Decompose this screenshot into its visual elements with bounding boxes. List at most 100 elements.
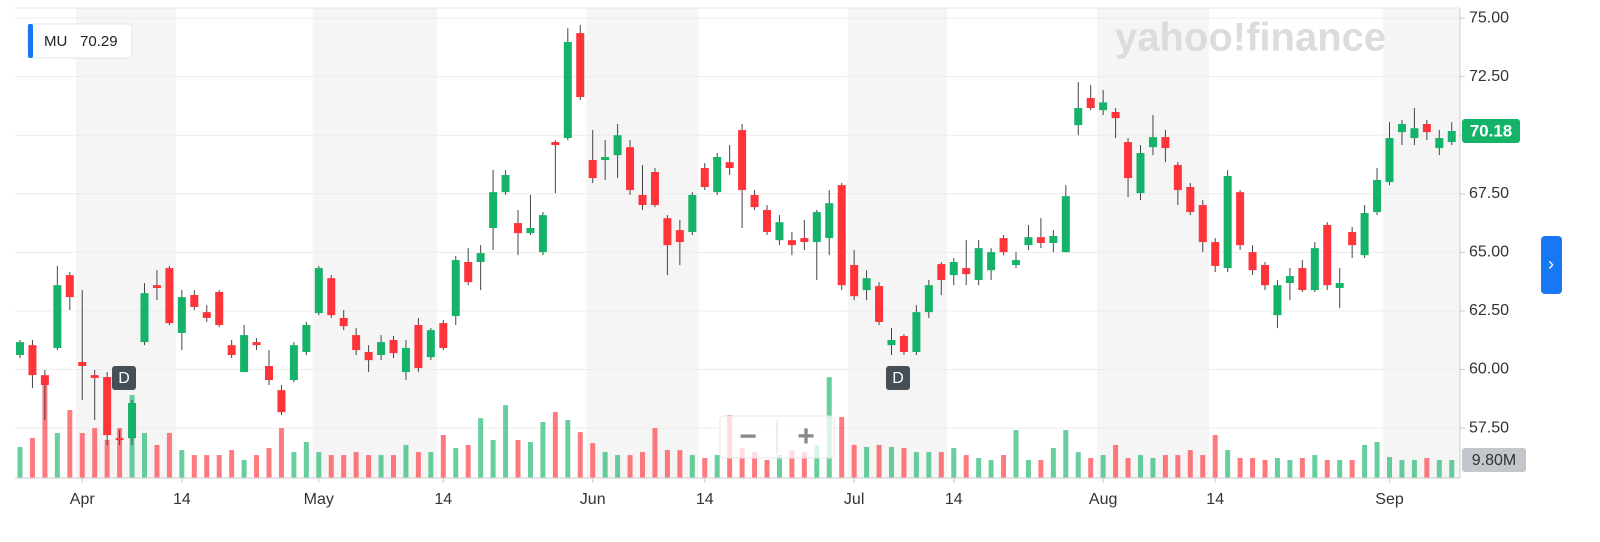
volume-bar	[341, 455, 347, 478]
volume-bar	[1200, 455, 1206, 478]
candle-body	[152, 285, 161, 288]
candle-body	[1447, 131, 1456, 143]
volume-bar	[92, 428, 98, 478]
volume-bar	[963, 455, 969, 478]
y-tick-label: 65.00	[1469, 244, 1509, 261]
candle-body	[103, 377, 112, 436]
volume-bar	[615, 455, 621, 478]
volume-bar	[714, 455, 720, 478]
x-tick-label: Sep	[1375, 491, 1404, 508]
candle-body	[974, 248, 983, 281]
candle-body	[650, 172, 659, 206]
candle-body	[277, 390, 286, 413]
volume-bar	[117, 428, 123, 478]
volume-bar	[702, 457, 708, 478]
candle-body	[738, 130, 747, 191]
volume-bar	[216, 455, 222, 478]
volume-bar	[1287, 460, 1293, 478]
candle-body	[1099, 102, 1108, 111]
candle-body	[1285, 276, 1294, 284]
x-tick-label: Jul	[844, 491, 864, 508]
candle-body	[289, 345, 298, 381]
candle-body	[1397, 123, 1406, 133]
candle-body	[937, 264, 946, 281]
candle-body	[800, 238, 809, 243]
volume-bar	[577, 432, 583, 478]
volume-bar	[1225, 450, 1231, 478]
candle-body	[377, 342, 386, 355]
candle-body	[1236, 192, 1245, 246]
volume-bar	[640, 452, 645, 478]
volume-bar	[254, 455, 260, 478]
candle-body	[962, 268, 971, 275]
volume-bar	[1411, 460, 1417, 478]
volume-bar	[1362, 444, 1368, 478]
volume-bar	[1337, 460, 1343, 478]
volume-bar	[527, 442, 533, 478]
zoom-out-button[interactable]: −	[739, 420, 757, 453]
volume-bar	[988, 460, 994, 478]
volume-bar	[839, 417, 845, 478]
candle-body	[1348, 231, 1357, 246]
volume-bar	[154, 444, 160, 478]
volume-bar	[951, 448, 957, 478]
candle-body	[1111, 112, 1120, 119]
volume-bar	[789, 450, 795, 478]
y-tick-label: 67.50	[1469, 185, 1509, 202]
candle-body	[1173, 164, 1182, 191]
candle-body	[1036, 237, 1045, 243]
y-tick-label: 62.50	[1469, 302, 1509, 319]
volume-bar	[378, 455, 384, 478]
volume-bar	[1424, 457, 1430, 478]
volume-bar	[1262, 460, 1268, 478]
volume-bar	[1299, 457, 1305, 478]
candle-body	[40, 375, 49, 385]
volume-bar	[440, 435, 446, 478]
candle-body	[862, 278, 871, 291]
volume-bar	[278, 428, 284, 478]
candle-body	[327, 278, 336, 316]
candle-body	[314, 268, 323, 314]
legend-symbol: MU	[44, 33, 67, 50]
volume-bar	[1212, 435, 1218, 478]
dividend-marker-label: D	[118, 370, 130, 387]
volume-bar	[428, 452, 434, 478]
volume-bar	[776, 455, 782, 478]
volume-bar	[353, 452, 359, 478]
volume-bar	[1100, 455, 1106, 478]
candle-body	[850, 265, 859, 297]
candle-body	[177, 297, 186, 333]
side-panel-button[interactable]	[1541, 236, 1562, 294]
zoom-in-button[interactable]: +	[797, 420, 815, 453]
x-tick-label: 14	[173, 491, 191, 508]
legend: MU 70.29	[27, 23, 133, 59]
candle-body	[949, 261, 958, 276]
period-band	[847, 8, 948, 478]
volume-bar	[79, 433, 85, 478]
candle-body	[551, 142, 560, 146]
volume-bar	[565, 419, 571, 478]
volume-bar	[453, 448, 459, 478]
volume-bar	[552, 412, 558, 478]
candle-body	[90, 375, 99, 378]
candle-body	[588, 160, 597, 179]
candle-body	[713, 157, 722, 193]
volume-bar	[1324, 460, 1330, 478]
candle-body	[16, 342, 24, 355]
volume-bar	[465, 444, 471, 478]
candle-body	[1410, 128, 1419, 139]
candle-body	[128, 403, 137, 439]
side-panel-icon[interactable]: ›	[1548, 254, 1554, 274]
volume-bar	[266, 448, 272, 478]
volume-bar	[1175, 455, 1181, 478]
volume-bar	[801, 452, 807, 478]
candle-body	[987, 252, 996, 271]
candle-body	[1360, 213, 1369, 256]
legend-value: 70.29	[80, 33, 118, 50]
y-tick-label: 72.50	[1469, 68, 1509, 85]
volume-bar	[328, 455, 334, 478]
volume-bar	[204, 455, 210, 478]
volume-bar	[54, 433, 60, 478]
candle-body	[1435, 138, 1444, 149]
